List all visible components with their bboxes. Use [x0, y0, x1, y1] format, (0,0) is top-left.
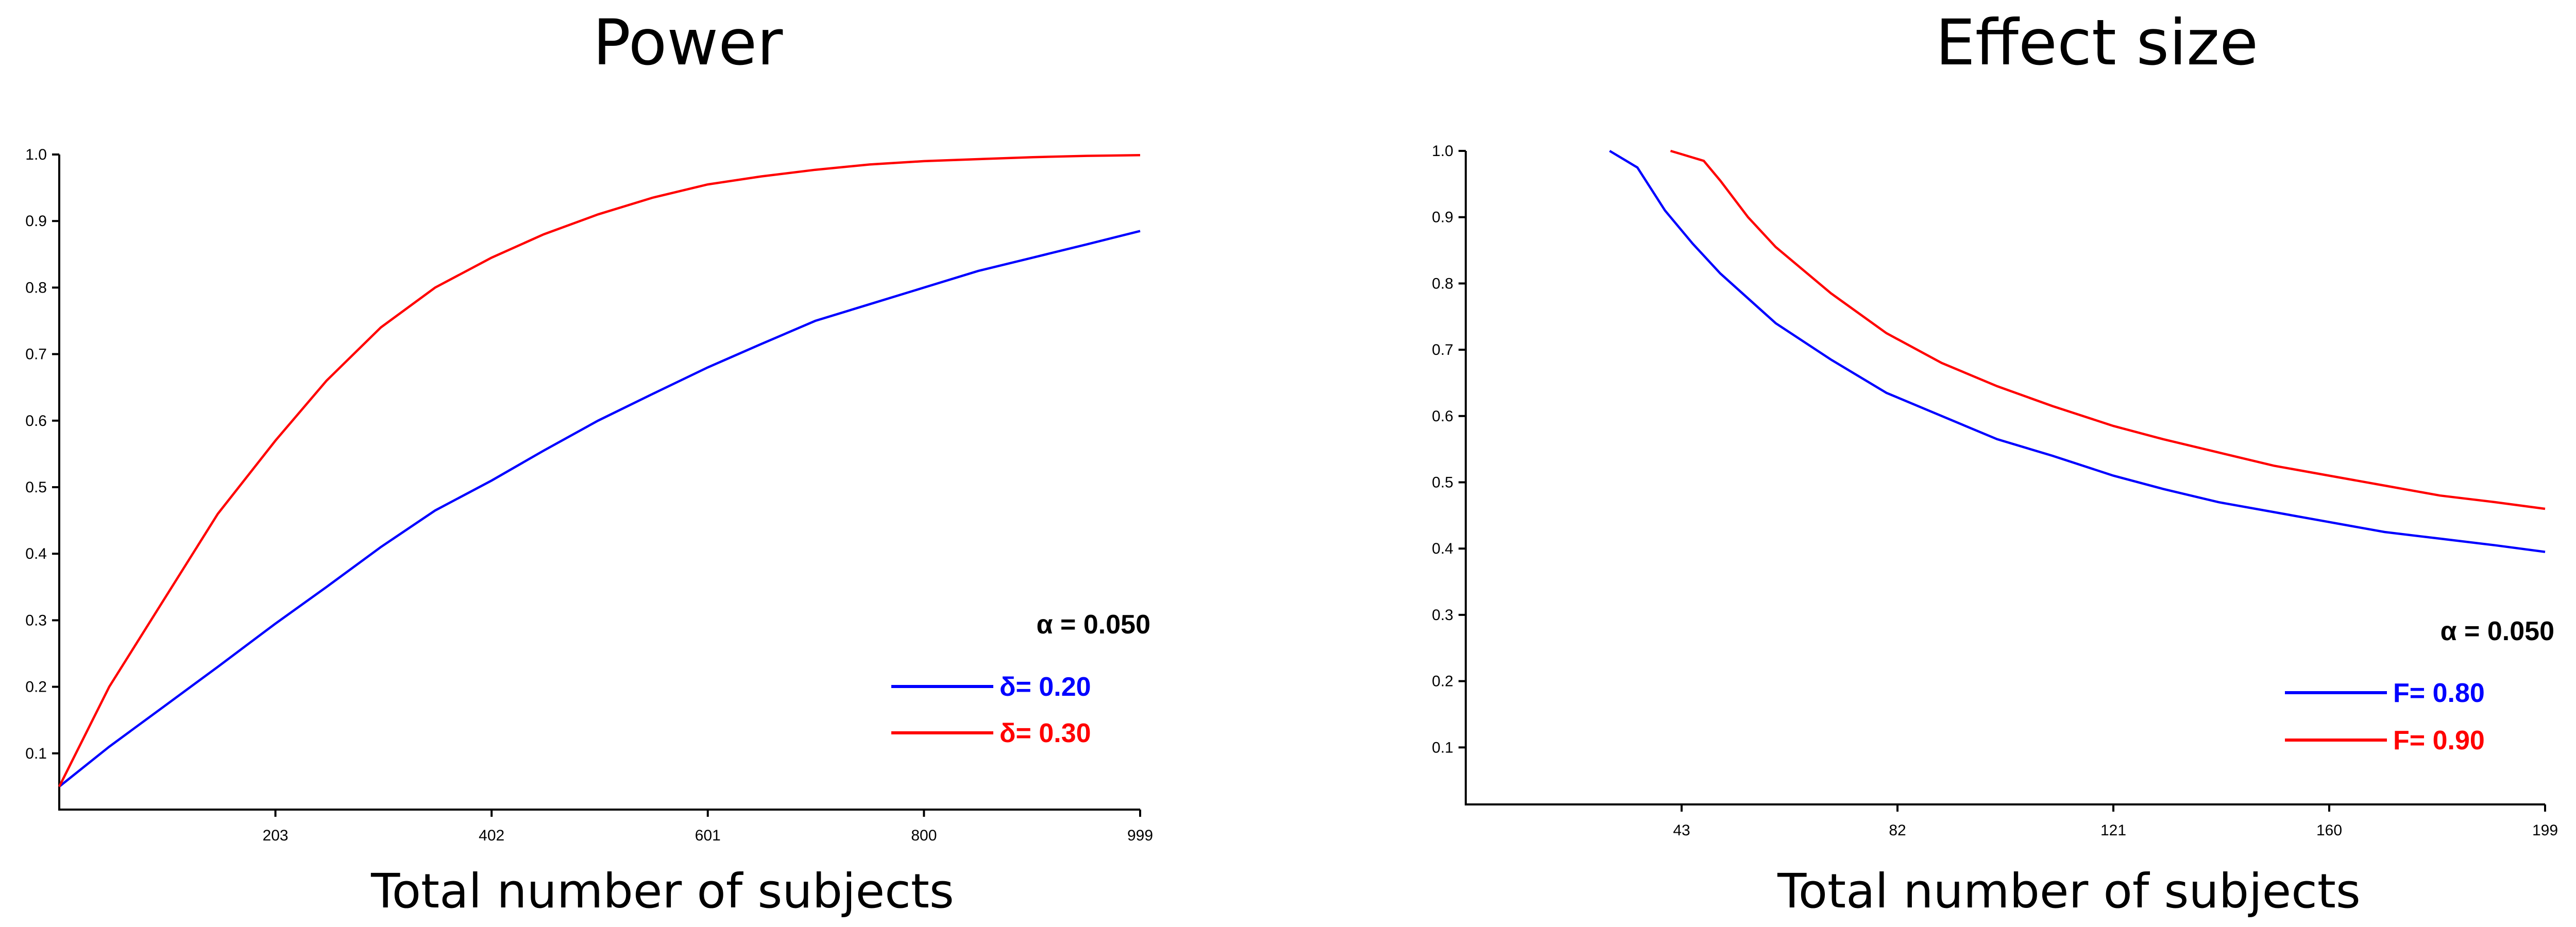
y-tick-label: 0.1 [1432, 739, 1453, 756]
x-tick-label: 82 [1889, 822, 1906, 839]
y-tick-label: 0.5 [1432, 474, 1453, 491]
y-tick-label: 0.7 [25, 346, 47, 363]
power-x-axis-label: Total number of subjects [370, 864, 954, 919]
y-tick-label: 0.4 [25, 545, 47, 562]
power-legend-alpha: α = 0.050 [1037, 610, 1150, 640]
y-tick-label: 1.0 [1432, 143, 1453, 160]
effect-size-x-axis-label: Total number of subjects [1777, 864, 2361, 919]
x-tick-label: 160 [2316, 822, 2342, 839]
power-chart: Power 0.1 0.2 0.3 0.4 0.5 0.6 0.7 0.8 0.9 1.0 203… [25, 6, 1153, 919]
x-tick-label: 203 [263, 827, 289, 844]
effect-size-x-ticks: 43 82 121 160 199 [1673, 804, 2558, 839]
series-line-2 [1670, 149, 2546, 510]
effect-size-legend-label-f-080: F= 0.80 [2393, 678, 2485, 708]
series-line-1 [1609, 150, 2546, 553]
effect-size-y-ticks: 0.1 0.2 0.3 0.4 0.5 0.6 0.7 0.8 0.9 1.0 [1432, 143, 1466, 756]
effect-size-chart-title: Effect size [1936, 6, 2258, 79]
effect-size-legend: α = 0.050 F= 0.80 F= 0.90 [2285, 616, 2554, 756]
y-tick-label: 0.3 [25, 612, 47, 629]
effect-size-legend-alpha: α = 0.050 [2441, 616, 2554, 646]
effect-size-legend-label-f-090: F= 0.90 [2393, 726, 2485, 756]
effect-size-chart-axes [1465, 151, 2545, 805]
y-tick-label: 0.8 [25, 279, 47, 296]
x-tick-label: 199 [2532, 822, 2558, 839]
effect-size-series [1609, 149, 2546, 553]
y-tick-label: 0.2 [25, 679, 47, 696]
series-line-2 [58, 154, 1141, 787]
power-chart-title: Power [593, 6, 784, 79]
y-tick-label: 0.8 [1432, 275, 1453, 292]
x-tick-label: 121 [2100, 822, 2126, 839]
power-series [58, 154, 1141, 788]
series-line-1 [58, 230, 1141, 788]
power-chart-axes [58, 154, 1140, 811]
y-tick-label: 0.5 [25, 479, 47, 496]
power-y-ticks: 0.1 0.2 0.3 0.4 0.5 0.6 0.7 0.8 0.9 1.0 [25, 146, 59, 762]
x-tick-label: 601 [695, 827, 721, 844]
x-tick-label: 800 [911, 827, 937, 844]
power-legend-label-delta-020: δ= 0.20 [999, 672, 1091, 702]
power-x-ticks: 203 402 601 800 999 [263, 810, 1153, 844]
x-tick-label: 43 [1673, 822, 1690, 839]
power-legend-label-delta-030: δ= 0.30 [999, 718, 1091, 748]
x-tick-label: 402 [479, 827, 504, 844]
x-tick-label: 999 [1127, 827, 1153, 844]
y-tick-label: 0.2 [1432, 673, 1453, 690]
y-tick-label: 0.1 [25, 745, 47, 762]
y-tick-label: 0.3 [1432, 607, 1453, 624]
y-tick-label: 0.4 [1432, 540, 1453, 557]
y-tick-label: 0.9 [25, 213, 47, 230]
y-tick-label: 0.7 [1432, 341, 1453, 358]
effect-size-chart: Effect size 0.1 0.2 0.3 0.4 0.5 0.6 0.7 0.8 0.9 1… [1432, 6, 2558, 919]
y-tick-label: 0.6 [1432, 408, 1453, 425]
y-tick-label: 0.9 [1432, 209, 1453, 226]
y-tick-label: 0.6 [25, 413, 47, 430]
y-tick-label: 1.0 [25, 146, 47, 163]
power-legend: α = 0.050 δ= 0.20 δ= 0.30 [891, 610, 1150, 748]
